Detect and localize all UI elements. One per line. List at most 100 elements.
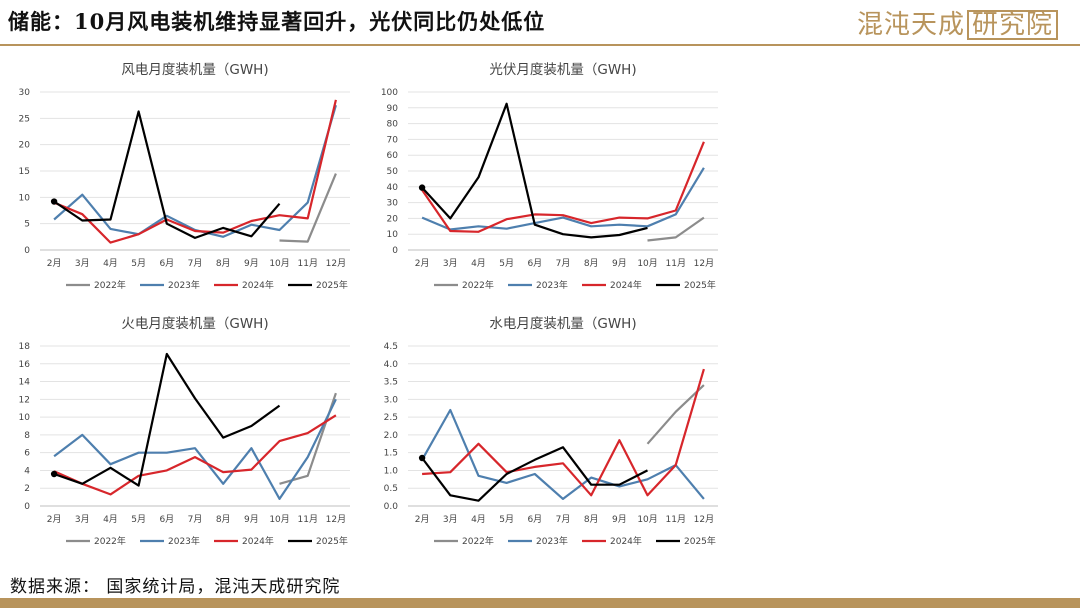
legend-label: 2023年 — [536, 279, 568, 291]
source-note: 数据来源： 国家统计局，混沌天成研究院 — [10, 577, 341, 597]
legend-label: 2022年 — [94, 535, 126, 547]
series-line — [421, 102, 648, 239]
brand-logo: 混沌天成 研究院 — [857, 4, 1058, 41]
y-tick-label: 1.0 — [384, 466, 399, 476]
legend-label: 2024年 — [242, 279, 274, 291]
x-tick-label: 11月 — [298, 514, 318, 525]
x-tick-label: 11月 — [666, 514, 686, 525]
y-tick-label: 0 — [24, 502, 30, 512]
y-tick-label: 70 — [387, 135, 399, 145]
brand-box: 研究院 — [966, 10, 1058, 40]
x-tick-label: 3月 — [443, 514, 458, 525]
y-tick-label: 16 — [19, 360, 31, 370]
legend-label: 2025年 — [316, 279, 348, 291]
series-line — [53, 352, 281, 487]
chart-title: 光伏月度装机量（GWH) — [489, 62, 636, 78]
y-tick-label: 50 — [387, 167, 399, 177]
x-tick-label: 6月 — [527, 258, 542, 269]
x-tick-label: 2月 — [47, 258, 62, 269]
legend-label: 2024年 — [242, 535, 274, 547]
x-tick-label: 8月 — [216, 258, 231, 269]
x-tick-label: 11月 — [666, 258, 686, 269]
series-line — [53, 99, 337, 244]
x-tick-label: 6月 — [159, 258, 174, 269]
y-tick-label: 20 — [19, 141, 31, 151]
y-tick-label: 25 — [19, 114, 30, 124]
y-tick-label: 4.0 — [384, 360, 399, 370]
legend-label: 2023年 — [536, 535, 568, 547]
x-tick-label: 8月 — [584, 258, 599, 269]
footer-bar — [0, 598, 1080, 608]
legend-label: 2024年 — [610, 279, 642, 291]
series-line — [421, 446, 648, 502]
y-tick-label: 1.5 — [384, 449, 398, 459]
y-tick-label: 18 — [19, 342, 31, 352]
page-title: 储能：10月风电装机维持显著回升，光伏同比仍处低位 — [8, 9, 546, 34]
x-tick-label: 12月 — [326, 258, 346, 269]
legend-label: 2022年 — [462, 279, 494, 291]
x-tick-label: 4月 — [103, 258, 118, 269]
y-tick-label: 2.5 — [384, 413, 398, 423]
series-line — [53, 398, 337, 500]
x-tick-label: 5月 — [131, 258, 146, 269]
series-line — [53, 414, 337, 496]
legend-label: 2025年 — [316, 535, 348, 547]
y-tick-label: 12 — [19, 395, 30, 405]
y-tick-label: 4.5 — [384, 342, 398, 352]
x-tick-label: 2月 — [415, 258, 430, 269]
y-tick-label: 15 — [19, 167, 30, 177]
x-tick-label: 10月 — [269, 258, 289, 269]
y-tick-label: 14 — [19, 378, 31, 388]
x-tick-label: 3月 — [75, 514, 90, 525]
legend-label: 2023年 — [168, 535, 200, 547]
series-line — [421, 408, 705, 500]
x-tick-label: 8月 — [584, 514, 599, 525]
y-tick-label: 0.5 — [384, 484, 398, 494]
x-tick-label: 12月 — [694, 258, 714, 269]
x-tick-label: 7月 — [188, 258, 203, 269]
x-tick-label: 9月 — [244, 258, 259, 269]
series-line — [421, 167, 705, 231]
x-tick-label: 5月 — [499, 258, 514, 269]
y-tick-label: 80 — [387, 120, 399, 130]
y-tick-label: 10 — [19, 413, 31, 423]
y-tick-label: 5 — [24, 220, 30, 230]
brand-name: 混沌天成 — [856, 10, 965, 40]
y-tick-label: 10 — [387, 230, 399, 240]
x-tick-label: 9月 — [612, 258, 627, 269]
x-tick-label: 11月 — [298, 258, 318, 269]
data-point — [418, 454, 426, 462]
y-tick-label: 100 — [381, 88, 398, 98]
x-tick-label: 8月 — [216, 514, 231, 525]
x-tick-label: 3月 — [443, 258, 458, 269]
x-tick-label: 3月 — [75, 258, 90, 269]
y-tick-label: 30 — [19, 88, 31, 98]
chart-wind: 风电月度装机量（GWH) 0 5 10 15 20 25 30 2月 3月 4月 5月 6月 7月 8月 9月… — [19, 62, 350, 291]
legend-label: 2022年 — [94, 279, 126, 291]
chart-solar: 光伏月度装机量（GWH) 0 10 20 30 40 50 60 70 80 90 100 2月 3月 4月… — [381, 62, 718, 291]
y-tick-label: 90 — [387, 104, 399, 114]
y-tick-label: 40 — [387, 183, 399, 193]
x-tick-label: 12月 — [694, 514, 714, 525]
series-line — [647, 216, 705, 242]
x-tick-label: 6月 — [159, 514, 174, 525]
series-line — [279, 173, 337, 243]
x-tick-label: 10月 — [637, 514, 657, 525]
chart-title: 火电月度装机量（GWH) — [121, 316, 268, 332]
x-tick-label: 10月 — [269, 514, 289, 525]
header-divider — [0, 44, 1080, 46]
x-tick-label: 5月 — [499, 514, 514, 525]
legend-label: 2024年 — [610, 535, 642, 547]
legend-label: 2025年 — [684, 279, 716, 291]
y-tick-label: 4 — [24, 466, 30, 476]
data-point — [418, 184, 426, 191]
x-tick-label: 7月 — [188, 514, 203, 525]
legend-label: 2022年 — [462, 535, 494, 547]
x-tick-label: 7月 — [556, 514, 571, 525]
x-tick-label: 9月 — [612, 514, 627, 525]
x-tick-label: 2月 — [47, 514, 62, 525]
series-line — [422, 368, 705, 497]
x-tick-label: 4月 — [471, 514, 486, 525]
x-tick-label: 5月 — [131, 514, 146, 525]
y-tick-label: 2 — [24, 484, 30, 494]
